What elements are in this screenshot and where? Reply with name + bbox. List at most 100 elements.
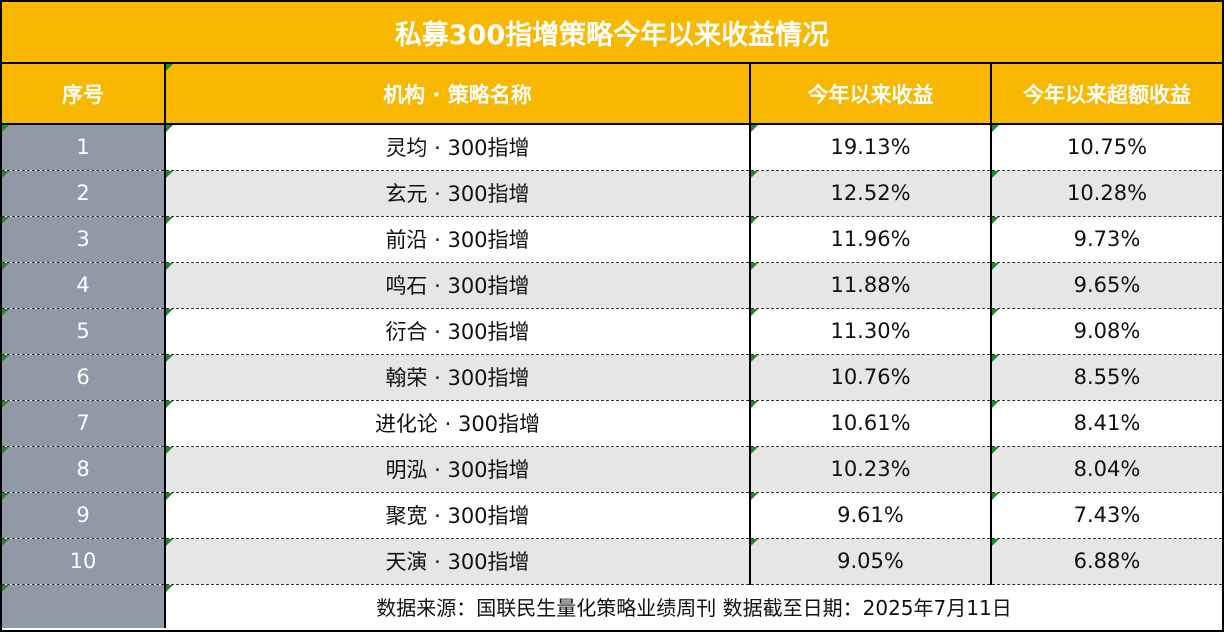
table-row: 5 衍合 · 300指增 11.30% 9.08% [2,308,1222,355]
note-seq-cell [2,584,166,628]
cell-corner-marker [751,354,758,362]
table-row: 9 聚宽 · 300指增 9.61% 7.43% [2,492,1222,539]
cell-corner-marker [751,125,758,132]
cell-corner-marker [166,492,173,500]
cell-corner-marker [2,538,9,546]
header-row: 序号 机构 · 策略名称 今年以来收益 今年以来超额收益 [2,64,1222,125]
cell-corner-marker [166,308,173,316]
table-row: 7 进化论 · 300指增 10.61% 8.41% [2,400,1222,447]
row-excess-return: 9.73% [991,216,1222,263]
row-name: 玄元 · 300指增 [165,170,751,217]
cell-corner-marker [751,170,758,178]
row-ytd-return: 11.96% [750,216,992,263]
row-excess-return: 8.55% [991,354,1222,401]
cell-corner-marker [992,492,999,500]
row-name: 进化论 · 300指增 [165,400,751,447]
cell-corner-marker [992,170,999,178]
cell-corner-marker [992,216,999,224]
page-title: 私募300指增策略今年以来收益情况 [2,0,1222,64]
cell-corner-marker [2,492,9,500]
cell-corner-marker [166,354,173,362]
row-seq: 1 [2,124,166,171]
row-ytd-return: 11.88% [750,262,992,309]
row-name: 衍合 · 300指增 [165,308,751,355]
cell-corner-marker [166,584,173,592]
row-ytd-return: 12.52% [750,170,992,217]
cell-corner-marker [2,446,9,454]
cell-corner-marker [166,538,173,546]
row-seq: 3 [2,216,166,263]
row-name: 前沿 · 300指增 [165,216,751,263]
table-body: 1 灵均 · 300指增 19.13% 10.75% 2 玄元 · 300指增 12.52… [2,124,1222,628]
row-seq: 2 [2,170,166,217]
row-name: 明泓 · 300指增 [165,446,751,493]
row-ytd-return: 10.23% [750,446,992,493]
row-excess-return: 10.28% [991,170,1222,217]
table-row: 10 天演 · 300指增 9.05% 6.88% [2,538,1222,585]
table-row: 3 前沿 · 300指增 11.96% 9.73% [2,216,1222,263]
cell-corner-marker [2,170,9,178]
cell-corner-marker [166,400,173,408]
source-note: 数据来源：国联民生量化策略业绩周刊 数据截至日期：2025年7月11日 [165,584,1222,628]
row-seq: 9 [2,492,166,539]
cell-corner-marker [751,262,758,270]
table-row: 1 灵均 · 300指增 19.13% 10.75% [2,124,1222,171]
cell-corner-marker [166,125,173,132]
row-seq: 4 [2,262,166,309]
returns-table: 序号 机构 · 策略名称 今年以来收益 今年以来超额收益 1 灵均 · 300指增… [2,64,1222,628]
row-excess-return: 10.75% [991,124,1222,171]
cell-corner-marker [751,492,758,500]
row-name: 翰荣 · 300指增 [165,354,751,401]
header-ytd-return: 今年以来收益 [750,64,992,125]
cell-corner-marker [2,216,9,224]
cell-corner-marker [2,125,9,132]
row-ytd-return: 11.30% [750,308,992,355]
row-ytd-return: 10.76% [750,354,992,401]
row-ytd-return: 19.13% [750,124,992,171]
cell-corner-marker [751,308,758,316]
source-note-row: 数据来源：国联民生量化策略业绩周刊 数据截至日期：2025年7月11日 [2,584,1222,628]
row-seq: 8 [2,446,166,493]
cell-corner-marker [992,446,999,454]
cell-corner-marker [751,538,758,546]
row-excess-return: 8.04% [991,446,1222,493]
header-seq: 序号 [2,64,166,125]
cell-corner-marker [751,446,758,454]
row-excess-return: 8.41% [991,400,1222,447]
cell-corner-marker [166,216,173,224]
cell-corner-marker [992,400,999,408]
table-row: 2 玄元 · 300指增 12.52% 10.28% [2,170,1222,217]
row-seq: 5 [2,308,166,355]
row-name: 鸣石 · 300指增 [165,262,751,309]
row-name: 聚宽 · 300指增 [165,492,751,539]
cell-corner-marker [751,216,758,224]
table-row: 4 鸣石 · 300指增 11.88% 9.65% [2,262,1222,309]
cell-corner-marker [992,262,999,270]
cell-corner-marker [2,262,9,270]
cell-corner-marker [166,64,173,71]
cell-corner-marker [992,354,999,362]
cell-corner-marker [166,262,173,270]
cell-corner-marker [166,446,173,454]
cell-corner-marker [166,170,173,178]
cell-corner-marker [992,308,999,316]
cell-corner-marker [2,308,9,316]
row-seq: 7 [2,400,166,447]
cell-corner-marker [992,538,999,546]
cell-corner-marker [2,584,9,592]
cell-corner-marker [751,400,758,408]
row-excess-return: 9.08% [991,308,1222,355]
row-seq: 10 [2,538,166,585]
table-row: 8 明泓 · 300指增 10.23% 8.04% [2,446,1222,493]
cell-corner-marker [992,125,999,132]
row-name: 天演 · 300指增 [165,538,751,585]
header-name: 机构 · 策略名称 [165,64,751,125]
header-excess-return: 今年以来超额收益 [991,64,1222,125]
row-seq: 6 [2,354,166,401]
row-excess-return: 7.43% [991,492,1222,539]
row-excess-return: 9.65% [991,262,1222,309]
cell-corner-marker [2,354,9,362]
cell-corner-marker [2,400,9,408]
row-name: 灵均 · 300指增 [165,124,751,171]
